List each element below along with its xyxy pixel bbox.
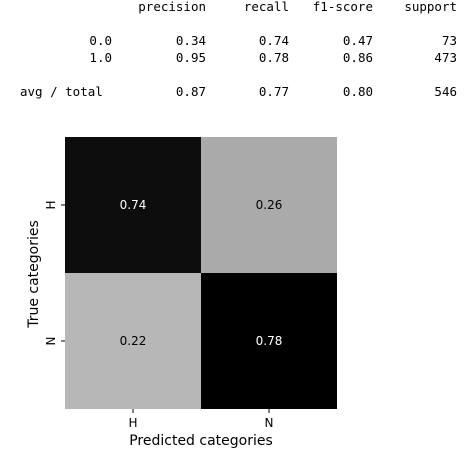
- row-0-support: 73: [441, 33, 457, 48]
- heatmap-cells: 0.74 0.26 0.22 0.78: [65, 137, 337, 409]
- x-tick-label: H: [128, 416, 137, 430]
- confusion-matrix-chart: 0.74 0.26 0.22 0.78 H N H N Predicted categori…: [26, 137, 337, 449]
- header-precision: precision: [138, 0, 206, 14]
- header-recall: recall: [243, 0, 289, 14]
- row-0-precision: 0.34: [175, 33, 206, 48]
- header-f1-score: f1-score: [312, 0, 373, 14]
- total-precision: 0.87: [175, 84, 206, 99]
- cell-value-label: 0.22: [120, 334, 147, 348]
- total-f1-score: 0.80: [342, 84, 373, 99]
- row-1-precision: 0.95: [175, 50, 206, 65]
- cell-value-label: 0.74: [120, 198, 147, 212]
- row-label-0: 0.0: [89, 33, 112, 48]
- row-0-recall: 0.74: [258, 33, 289, 48]
- row-label-1: 1.0: [89, 50, 112, 65]
- header-support: support: [404, 0, 457, 14]
- x-axis-label: Predicted categories: [129, 433, 273, 449]
- y-axis-label: True categories: [26, 220, 42, 329]
- y-tick-label: H: [44, 200, 58, 209]
- heatmap-cell-H-N: [201, 137, 337, 273]
- total-support: 546: [434, 84, 457, 99]
- row-1-recall: 0.78: [258, 50, 289, 65]
- heatmap-cell-H-H: [65, 137, 201, 273]
- row-1-support: 473: [434, 50, 457, 65]
- total-recall: 0.77: [258, 84, 289, 99]
- cell-value-label: 0.26: [256, 198, 283, 212]
- cell-value-label: 0.78: [256, 334, 283, 348]
- y-tick-label: N: [44, 337, 58, 346]
- row-0-f1-score: 0.47: [342, 33, 373, 48]
- x-tick-label: N: [265, 416, 274, 430]
- heatmap-cell-N-N: [201, 273, 337, 409]
- heatmap-cell-N-H: [65, 273, 201, 409]
- total-label: avg / total: [20, 84, 103, 99]
- classification-report: precision recall f1-score support 0.0 0.…: [0, 0, 473, 110]
- row-1-f1-score: 0.86: [342, 50, 373, 65]
- axis-ticks: H N H N: [44, 200, 273, 430]
